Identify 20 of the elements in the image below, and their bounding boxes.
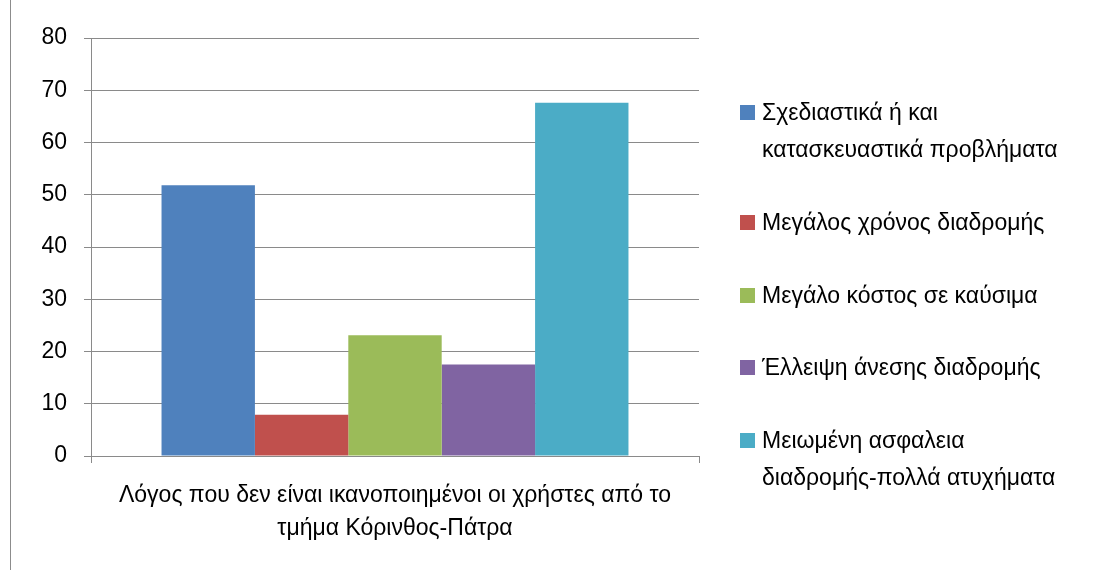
x-tick-label: Λόγος που δεν είναι ικανοποιημένοι οι χρήστες από το τμήμα Κόρινθος-Πάτρα <box>118 481 672 541</box>
legend-label: Μεγάλος χρόνος διαδρομής <box>762 207 1045 237</box>
y-tick-label: 40 <box>41 232 67 259</box>
y-tick-label: 60 <box>41 127 67 154</box>
legend-label: Μειωμένη ασφαλεια διαδρομής-πολλά ατυχήματα <box>762 426 1056 492</box>
y-tick-label: 0 <box>54 441 67 468</box>
y-tick-label: 30 <box>41 284 67 311</box>
y-tick-label: 80 <box>41 23 67 50</box>
bar <box>535 102 629 456</box>
y-tick-label: 50 <box>41 180 67 207</box>
legend-label: Σχεδιαστικά ή και κατασκευαστικά προβλήματα <box>762 98 1058 164</box>
legend-label: Μεγάλο κόστος σε καύσιμα <box>762 280 1038 310</box>
bar <box>161 185 255 456</box>
y-tick-label: 20 <box>41 336 67 363</box>
y-tick-label: 10 <box>41 389 67 416</box>
y-tick-label: 70 <box>41 75 67 102</box>
bar <box>348 335 442 456</box>
bar <box>441 364 536 456</box>
bar <box>254 414 349 456</box>
legend-label: Έλλειψη άνεσης διαδρομής <box>762 353 1041 383</box>
